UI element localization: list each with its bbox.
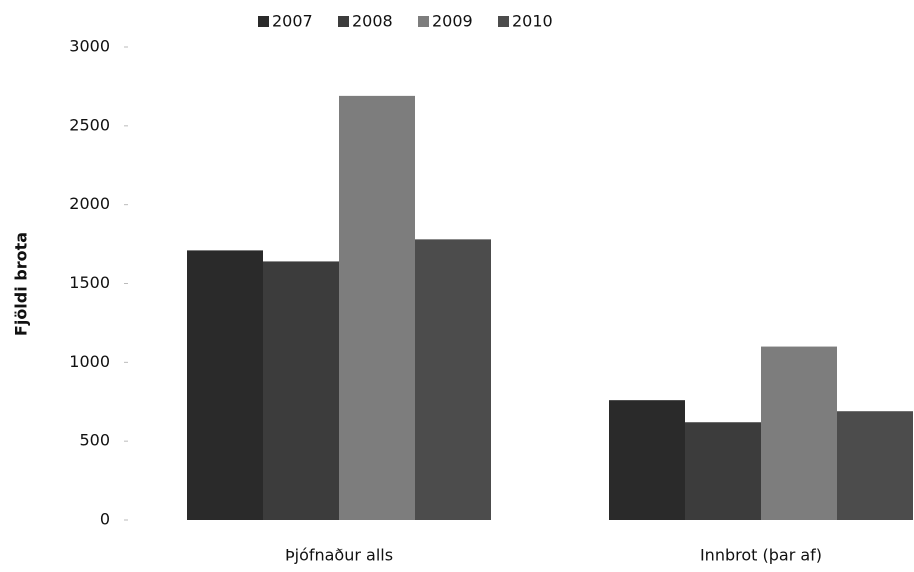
bar	[609, 400, 685, 520]
bar	[187, 250, 263, 520]
bar	[263, 261, 339, 520]
x-tick-label: Þjófnaður alls	[285, 546, 393, 565]
y-tick-label: 3000	[69, 37, 110, 56]
y-tick-label: 0	[100, 510, 110, 529]
bar	[837, 411, 913, 520]
y-tick-label: 500	[79, 431, 110, 450]
bar	[685, 422, 761, 520]
legend-label: 2010	[512, 12, 553, 31]
y-tick-label: 2000	[69, 194, 110, 213]
legend-swatch	[418, 16, 429, 27]
bar	[339, 95, 415, 521]
bar	[415, 239, 491, 520]
legend-swatch	[498, 16, 509, 27]
y-tick-label: 1500	[69, 273, 110, 292]
y-tick-label: 1000	[69, 352, 110, 371]
legend-label: 2009	[432, 12, 473, 31]
x-tick-label: Innbrot (þar af)	[700, 546, 822, 565]
legend-swatch	[258, 16, 269, 27]
legend-label: 2008	[352, 12, 393, 31]
y-axis-label: Fjöldi brota	[12, 232, 31, 336]
y-tick-label: 2500	[69, 115, 110, 134]
bar	[761, 346, 837, 520]
legend-swatch	[338, 16, 349, 27]
legend-label: 2007	[272, 12, 313, 31]
